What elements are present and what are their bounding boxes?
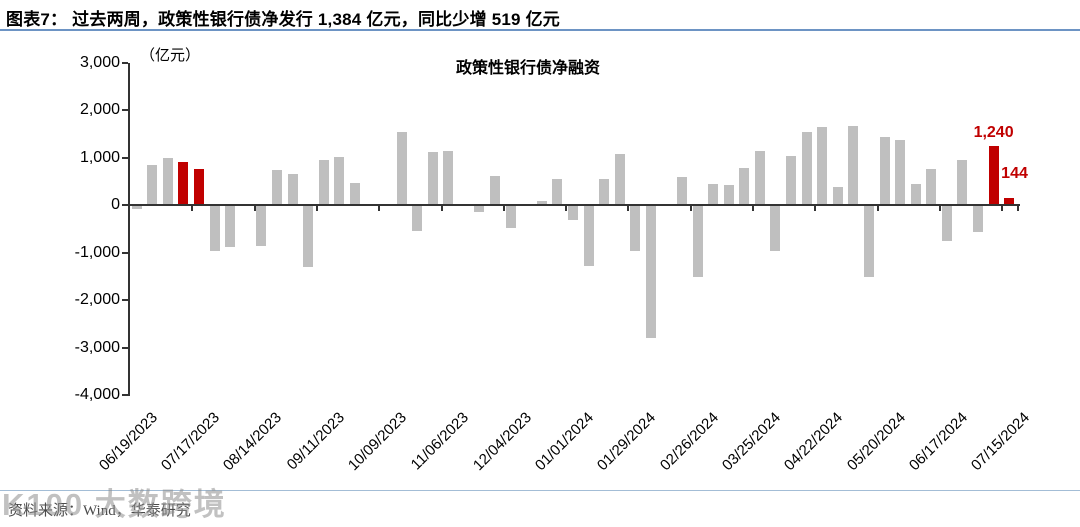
bar — [131, 205, 142, 210]
bar — [318, 159, 329, 206]
bar — [256, 205, 267, 246]
bar-highlighted — [194, 169, 205, 206]
y-tick-label: -2,000 — [74, 291, 120, 309]
bar — [941, 205, 952, 241]
y-axis-tick — [122, 156, 128, 159]
bar — [645, 205, 656, 338]
footer-divider — [0, 490, 1080, 491]
y-axis-tick — [122, 109, 128, 112]
bar-highlighted — [1004, 198, 1015, 206]
x-axis-tick — [378, 206, 381, 212]
y-axis-tick — [122, 251, 128, 254]
y-tick-label: 2,000 — [79, 101, 120, 119]
bar — [443, 151, 454, 206]
x-axis-tick — [191, 206, 194, 212]
bar-value-label: 144 — [1001, 165, 1028, 183]
bar — [630, 205, 641, 252]
bar-highlighted — [988, 146, 999, 206]
x-axis-tick — [752, 206, 755, 212]
y-tick-label: 1,000 — [79, 148, 120, 166]
bar — [801, 131, 812, 206]
y-tick-label: 0 — [111, 196, 120, 214]
bar — [536, 200, 547, 206]
bar — [583, 205, 594, 267]
bar — [209, 205, 220, 251]
bar — [692, 205, 703, 277]
bar — [879, 137, 890, 206]
bar — [786, 156, 797, 206]
bar — [817, 127, 828, 206]
bar — [396, 132, 407, 206]
unit-label: （亿元） — [140, 47, 201, 64]
y-tick-label: -1,000 — [74, 243, 120, 261]
x-axis-tick — [565, 206, 568, 212]
bar — [303, 205, 314, 268]
bar — [614, 153, 625, 206]
bar — [848, 125, 859, 206]
y-axis-tick — [122, 204, 128, 207]
chart-title: 政策性银行债净融资 — [456, 60, 601, 77]
bar — [271, 169, 282, 206]
x-axis-tick — [627, 206, 630, 212]
x-axis-tick — [939, 206, 942, 212]
y-axis-tick — [122, 394, 128, 396]
bar — [334, 157, 345, 206]
y-axis-tick — [122, 62, 128, 64]
x-axis-tick — [315, 206, 318, 212]
bar — [910, 183, 921, 206]
bar — [754, 151, 765, 206]
y-tick-label: -3,000 — [74, 338, 120, 356]
bar — [412, 205, 423, 232]
bar — [349, 183, 360, 206]
bar-value-label: 1,240 — [973, 124, 1014, 142]
bar — [739, 168, 750, 206]
x-axis-tick — [876, 206, 879, 212]
title-divider — [0, 29, 1080, 31]
bar — [490, 176, 501, 206]
x-axis-line — [128, 204, 1020, 207]
bar — [474, 205, 485, 213]
bar-highlighted — [178, 162, 189, 206]
source-text: 资料来源：Wind，华泰研究 — [8, 503, 191, 519]
bar — [723, 184, 734, 206]
y-axis-tick — [122, 299, 128, 302]
x-axis-tick — [1016, 206, 1019, 212]
y-axis-line — [128, 63, 130, 396]
bar — [287, 174, 298, 206]
bar — [832, 186, 843, 206]
x-axis-tick — [689, 206, 692, 212]
y-tick-label: -4,000 — [74, 386, 120, 403]
bar — [926, 168, 937, 206]
bar — [162, 157, 173, 206]
bar — [505, 205, 516, 229]
bar — [770, 205, 781, 252]
bar — [225, 205, 236, 248]
bar — [599, 178, 610, 206]
x-axis-tick — [1001, 206, 1004, 212]
x-axis-tick — [502, 206, 505, 212]
x-axis-tick — [440, 206, 443, 212]
bar — [552, 178, 563, 206]
bar — [957, 160, 968, 206]
bar — [427, 151, 438, 206]
bar — [895, 140, 906, 206]
x-axis-tick — [253, 206, 256, 212]
bar — [147, 165, 158, 206]
bar — [708, 183, 719, 206]
y-axis-tick — [122, 346, 128, 349]
bar — [677, 176, 687, 206]
y-tick-label: 3,000 — [79, 54, 120, 71]
bar — [567, 205, 578, 220]
figure-title: 图表7： 过去两周，政策性银行债净发行 1,384 亿元，同比少增 519 亿元 — [6, 10, 560, 29]
bar — [973, 205, 984, 233]
x-axis-tick — [814, 206, 817, 212]
bar — [863, 205, 874, 278]
